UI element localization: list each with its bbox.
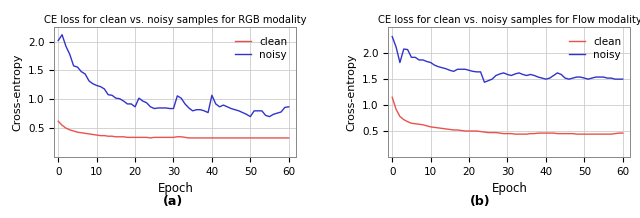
noisy <box>435 65 442 68</box>
noisy <box>181 103 189 105</box>
Text: (a): (a) <box>163 195 183 208</box>
noisy <box>469 70 477 73</box>
noisy <box>112 97 120 99</box>
clean <box>435 127 442 129</box>
clean <box>511 133 519 135</box>
clean <box>531 132 538 135</box>
clean <box>196 137 204 139</box>
clean <box>181 136 189 139</box>
clean <box>258 137 266 139</box>
Y-axis label: Cross-entropy: Cross-entropy <box>346 53 356 131</box>
Title: CE loss for clean vs. noisy samples for RGB modality: CE loss for clean vs. noisy samples for … <box>44 15 307 25</box>
clean <box>135 136 143 139</box>
Legend: clean, noisy: clean, noisy <box>231 32 291 64</box>
noisy <box>531 74 538 77</box>
Legend: clean, noisy: clean, noisy <box>564 32 625 64</box>
noisy <box>285 106 292 108</box>
noisy <box>481 81 488 83</box>
noisy <box>104 93 112 96</box>
clean <box>388 96 396 99</box>
Line: noisy: noisy <box>58 35 289 117</box>
X-axis label: Epoch: Epoch <box>157 182 193 195</box>
noisy <box>54 39 62 42</box>
clean <box>108 135 116 138</box>
Text: (b): (b) <box>470 195 490 208</box>
clean <box>469 130 477 132</box>
Line: clean: clean <box>392 97 623 134</box>
Y-axis label: Cross-entropy: Cross-entropy <box>13 53 22 131</box>
clean <box>592 133 600 135</box>
noisy <box>139 100 147 102</box>
Title: CE loss for clean vs. noisy samples for Flow modality: CE loss for clean vs. noisy samples for … <box>378 15 640 25</box>
clean <box>442 128 450 130</box>
noisy <box>246 115 254 118</box>
X-axis label: Epoch: Epoch <box>492 182 527 195</box>
clean <box>54 120 62 123</box>
clean <box>619 132 627 135</box>
noisy <box>58 33 66 36</box>
clean <box>515 133 523 135</box>
Line: clean: clean <box>58 121 289 138</box>
clean <box>147 137 154 139</box>
noisy <box>196 108 204 111</box>
clean <box>100 134 108 137</box>
noisy <box>262 114 269 117</box>
noisy <box>592 76 600 78</box>
Line: noisy: noisy <box>392 37 623 82</box>
clean <box>285 137 292 139</box>
noisy <box>515 72 523 74</box>
noisy <box>442 67 450 70</box>
noisy <box>388 35 396 38</box>
noisy <box>619 78 627 80</box>
